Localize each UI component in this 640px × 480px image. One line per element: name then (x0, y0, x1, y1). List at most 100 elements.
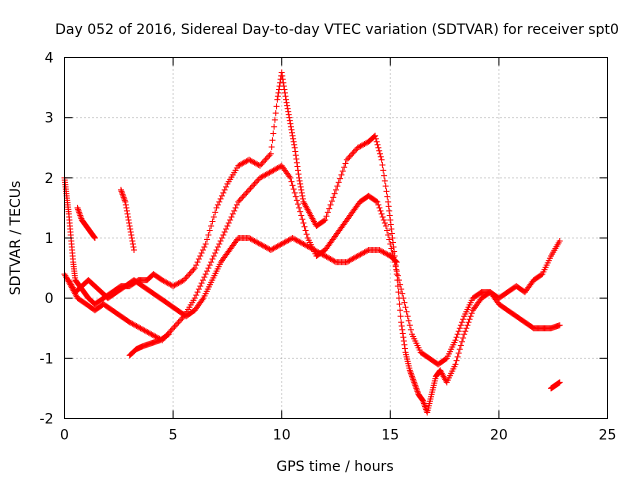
data-point (457, 322, 464, 329)
data-point (379, 162, 386, 169)
data-point (374, 141, 381, 148)
x-tick-label: 15 (381, 428, 399, 444)
data-point (272, 110, 279, 117)
data-point (373, 198, 380, 205)
data-point (273, 103, 280, 110)
data-point (206, 262, 213, 269)
data-point (280, 83, 287, 90)
data-point (297, 180, 304, 187)
data-point (128, 235, 135, 241)
data-point (165, 331, 172, 338)
data-point (457, 342, 464, 349)
data-point (299, 195, 306, 202)
data-point (224, 222, 231, 229)
series-track-a (61, 69, 563, 416)
data-point (322, 216, 329, 223)
data-point (205, 231, 212, 238)
data-point (393, 268, 400, 275)
data-point (461, 331, 468, 338)
data-point (242, 191, 249, 198)
data-point (538, 271, 545, 278)
data-point (193, 262, 200, 269)
data-point (385, 198, 392, 205)
data-point (345, 155, 352, 162)
data-point (209, 218, 216, 225)
data-point (387, 241, 394, 248)
data-point (460, 335, 467, 342)
series-segment-start-d (74, 204, 98, 241)
data-point (202, 241, 209, 248)
data-point (381, 172, 388, 179)
data-point (400, 338, 407, 345)
data-point (247, 185, 254, 192)
data-point (350, 149, 357, 156)
data-point (399, 326, 406, 333)
data-point (216, 241, 223, 248)
data-point (463, 325, 470, 332)
data-point (176, 317, 183, 324)
data-point (404, 313, 411, 320)
data-point (265, 153, 272, 160)
data-point (285, 108, 292, 115)
data-point (300, 219, 307, 226)
data-point (261, 158, 268, 165)
series-track-c (65, 235, 400, 320)
data-point (384, 193, 391, 200)
data-point (395, 289, 402, 296)
data-point (197, 253, 204, 260)
data-point (296, 174, 303, 181)
data-point (124, 210, 131, 217)
data-point (298, 189, 305, 196)
data-point (206, 227, 213, 234)
data-point (127, 225, 134, 232)
data-point (282, 93, 289, 100)
data-point (243, 189, 250, 196)
data-point (375, 144, 382, 151)
data-point (398, 286, 405, 293)
axis-ticks (64, 57, 608, 419)
data-point (271, 123, 278, 130)
series-track-b (61, 162, 563, 368)
data-point (171, 323, 178, 330)
y-axis-label: SDTVAR / TECUs (8, 181, 24, 296)
data-point (248, 183, 255, 190)
data-point (91, 235, 98, 241)
data-point (291, 144, 298, 151)
data-point (123, 207, 130, 214)
data-point (556, 238, 563, 245)
data-point (213, 247, 220, 254)
data-point (301, 223, 308, 230)
data-point (294, 201, 301, 208)
data-point (292, 193, 299, 200)
data-point (303, 231, 310, 238)
data-point (400, 334, 407, 341)
data-point (237, 195, 244, 202)
data-point (194, 289, 201, 296)
data-point (288, 178, 295, 185)
data-point (405, 317, 412, 324)
data-point (187, 269, 194, 276)
data-point (198, 280, 205, 287)
data-point (294, 167, 301, 174)
data-point (401, 299, 408, 306)
data-point (199, 247, 206, 254)
data-point (291, 189, 298, 196)
data-point (375, 201, 382, 208)
data-point (174, 320, 181, 327)
data-point (376, 204, 383, 211)
data-point (372, 132, 379, 139)
data-point (268, 143, 275, 150)
data-point (122, 198, 129, 205)
data-point (290, 135, 297, 142)
data-point (217, 195, 224, 202)
data-point (388, 225, 395, 232)
data-point (331, 190, 338, 197)
data-point (337, 175, 344, 182)
data-point (398, 319, 405, 326)
data-point (378, 156, 385, 163)
x-tick-label: 10 (273, 428, 291, 444)
data-point (346, 153, 353, 160)
data-point (385, 231, 392, 238)
series-segment-start-f (126, 331, 172, 359)
data-point (299, 192, 306, 199)
